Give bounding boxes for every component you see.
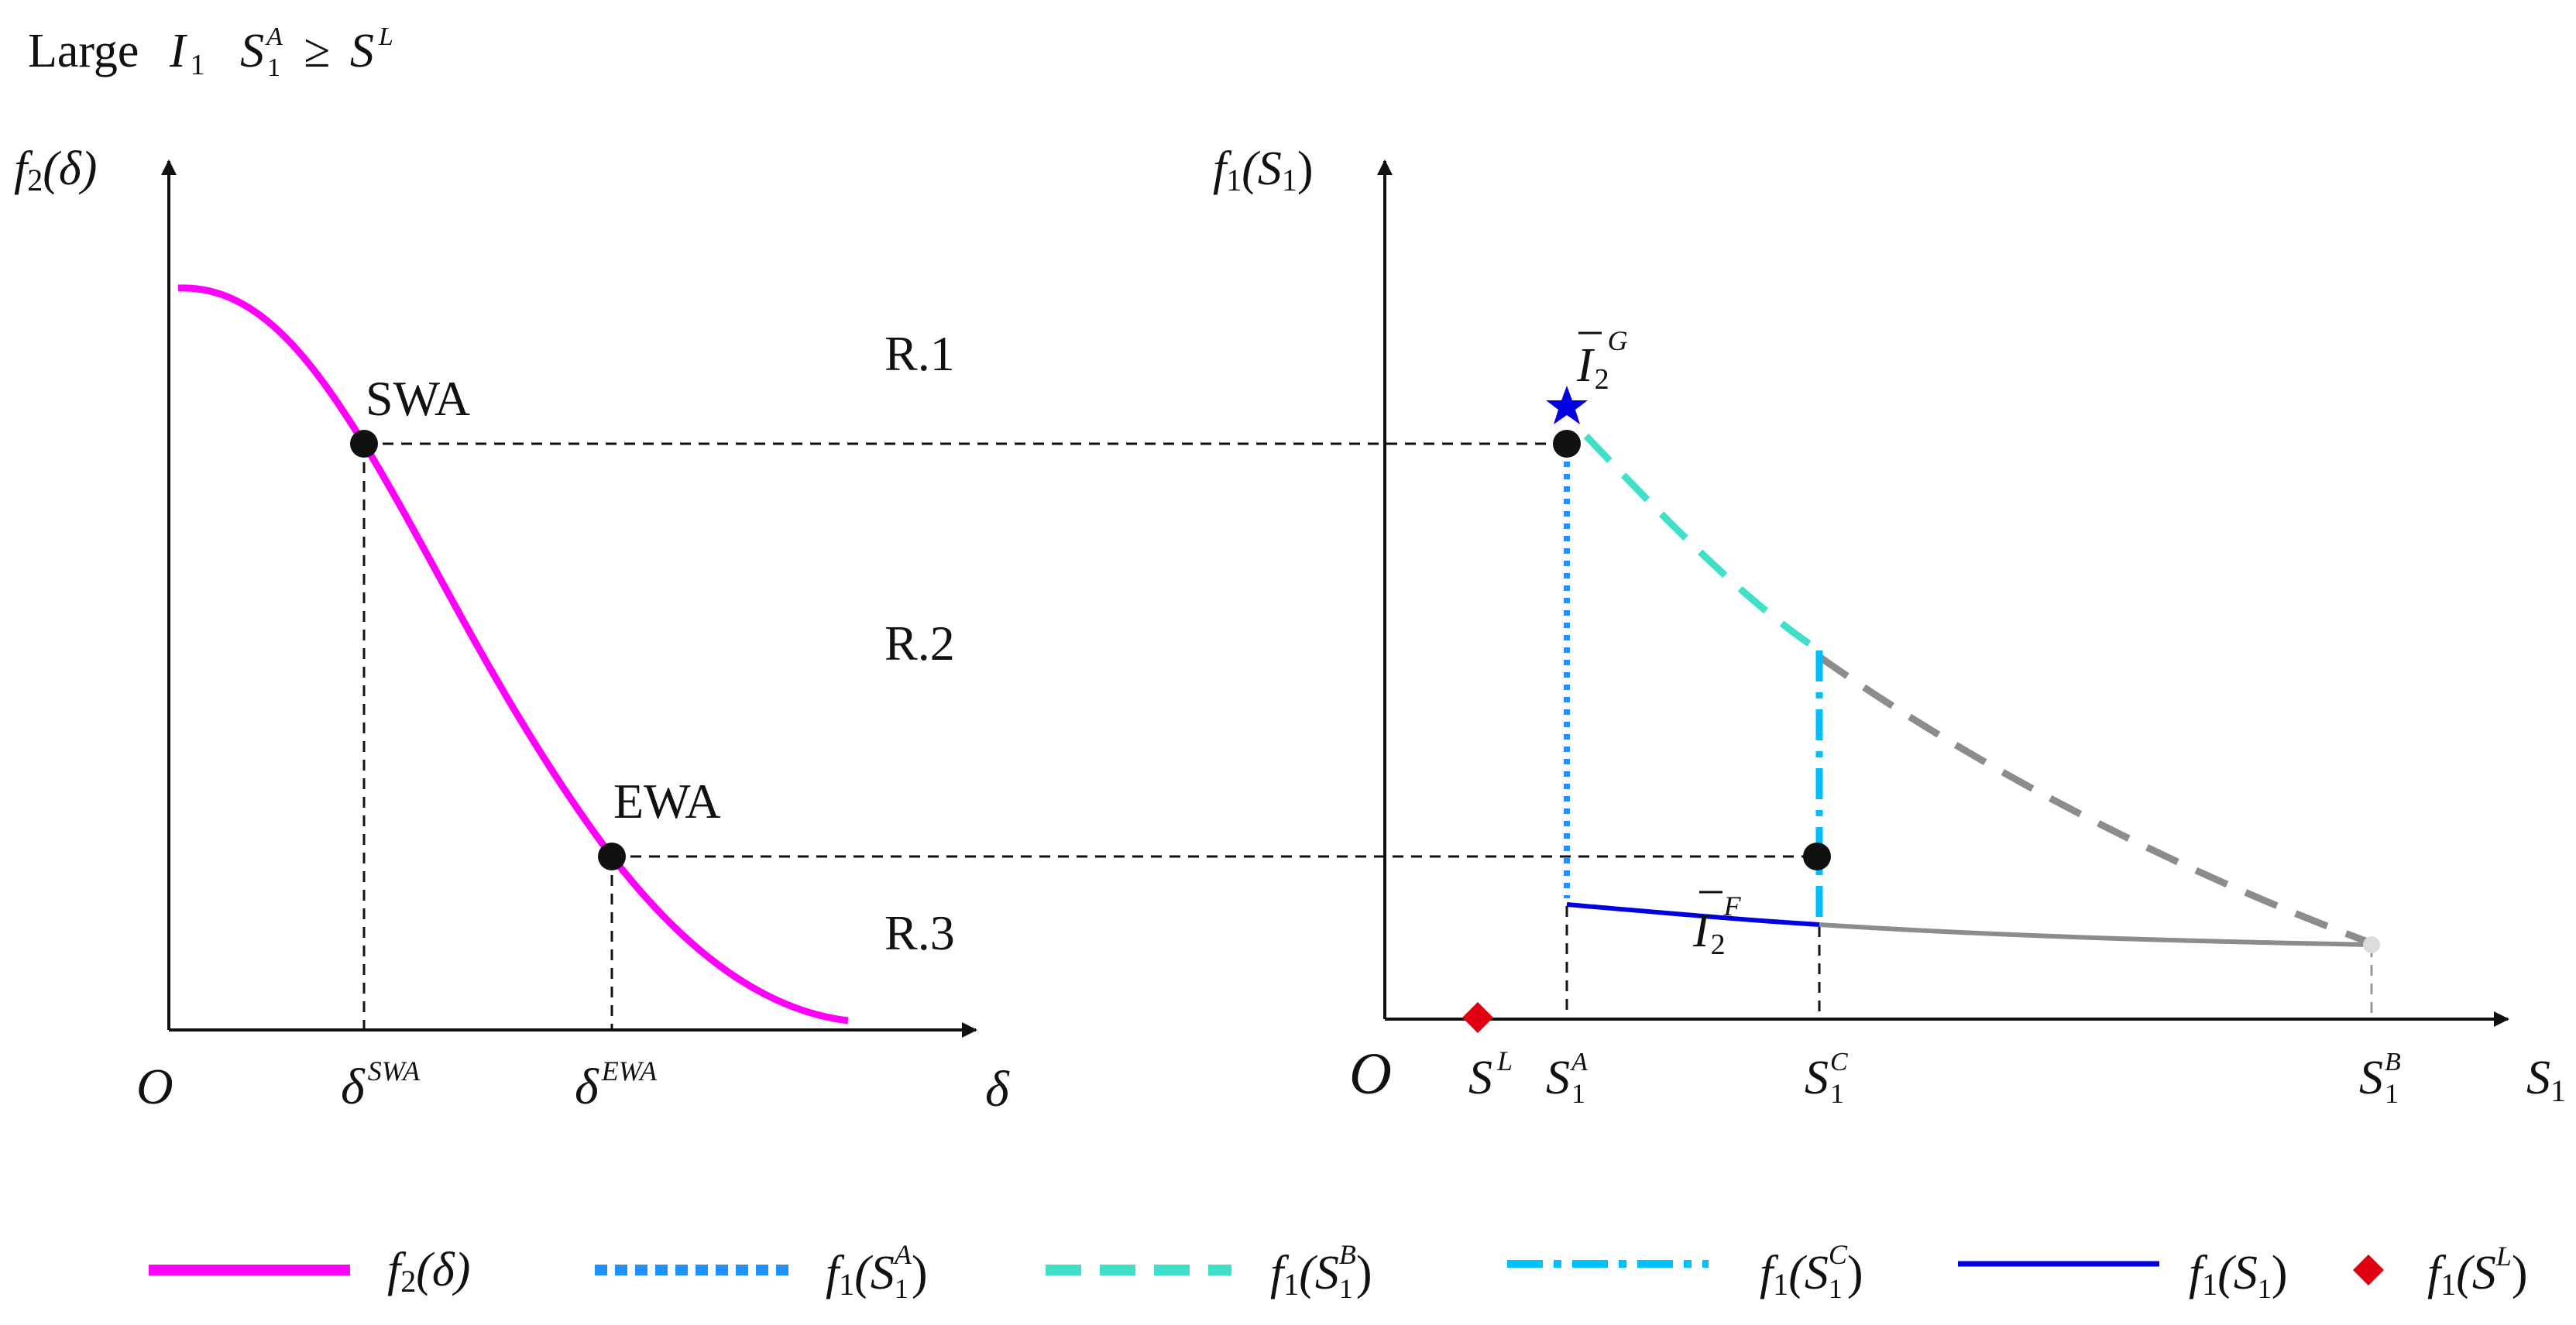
region-label-r2: R.2 xyxy=(884,616,955,671)
right-panel: f1(S1) O S1 I2 xyxy=(1213,142,2566,1109)
right-x-axis-label: S1 xyxy=(2526,1052,2566,1108)
delta-ewa-tick: δ EWA xyxy=(575,1056,658,1115)
f2-delta-curve xyxy=(177,284,849,1025)
legend-label-f1-sb: f1(S1B) xyxy=(1270,1239,1372,1304)
swa-label: SWA xyxy=(366,371,470,426)
legend-label-f1-sa: f1(S1A) xyxy=(826,1239,928,1304)
sb-tick: S1B xyxy=(2359,1048,2401,1109)
legend-label-f2: f2(δ) xyxy=(387,1244,470,1299)
legend-swatch-f1-sl xyxy=(2353,1255,2384,1286)
ewa-label: EWA xyxy=(613,774,721,829)
star-icon xyxy=(1546,386,1588,424)
f1-sb-curve xyxy=(1583,433,1822,654)
sa-tick: S1A xyxy=(1546,1048,1588,1109)
ig-point xyxy=(1553,430,1581,458)
swa-point xyxy=(350,430,378,458)
left-x-axis-label: δ xyxy=(985,1061,1010,1117)
region-label-r3: R.3 xyxy=(884,905,955,960)
legend-label-f1-sl: f1(SL) xyxy=(2427,1241,2528,1302)
left-panel: f2(δ) δ O SWA EWA δ SWA δ EWA xyxy=(14,142,1817,1117)
legend: f2(δ) f1(S1A) f1(S1B) f1(S1C) f1(S1) f1(… xyxy=(149,1239,2528,1304)
delta-swa-tick: δ SWA xyxy=(341,1056,421,1115)
gray-dashed-continuation xyxy=(1817,654,2373,947)
svg-text:I2F: I2F xyxy=(1692,891,1742,961)
right-origin-label: O xyxy=(1349,1042,1392,1107)
ig-annotation: I2G xyxy=(1576,325,1628,396)
sb-endpoint xyxy=(2363,936,2380,953)
legend-label-f1-s1: f1(S1) xyxy=(2189,1247,2288,1304)
sl-diamond-icon xyxy=(1462,1002,1493,1033)
region-label-r1: R.1 xyxy=(884,326,955,381)
gray-solid-continuation xyxy=(1819,922,2372,947)
ewa-point xyxy=(598,843,626,870)
legend-label-f1-sc: f1(S1C) xyxy=(1760,1239,1863,1304)
left-y-axis-label: f2(δ) xyxy=(14,142,97,197)
left-origin-label: O xyxy=(136,1059,173,1115)
right-y-axis-label: f1(S1) xyxy=(1213,142,1314,197)
sc-tick: S1C xyxy=(1805,1048,1848,1109)
svg-text:I2G: I2G xyxy=(1576,325,1628,396)
if-annotation: I2F xyxy=(1692,891,1742,961)
f1-s1-curve xyxy=(1566,902,1820,927)
ewa-match-point xyxy=(1803,843,1831,870)
